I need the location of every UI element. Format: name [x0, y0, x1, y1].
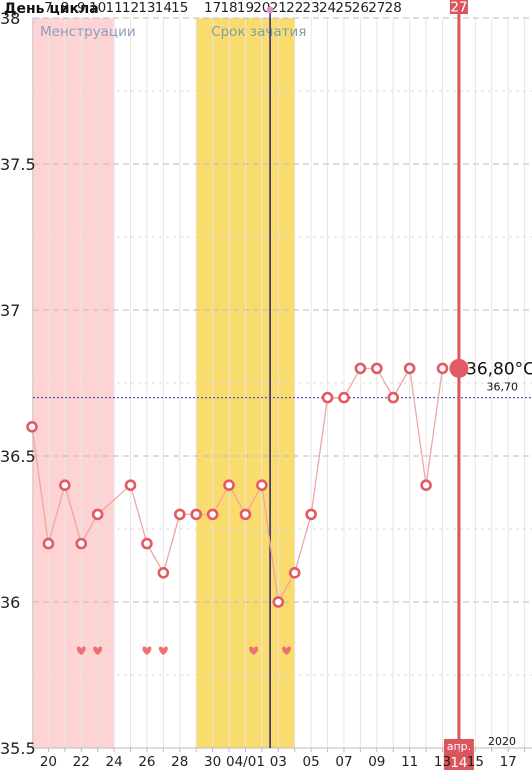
x-tick-label: 26: [138, 754, 155, 770]
temperature-point[interactable]: [403, 362, 416, 375]
x-tick-label: 03: [270, 754, 287, 770]
heart-icon: [282, 646, 291, 655]
x-tick-label: 05: [303, 754, 320, 770]
ovulation-dot: [266, 6, 274, 14]
y-tick-label: 36.5: [0, 447, 36, 466]
today-date-badge: [443, 739, 474, 770]
temperature-point[interactable]: [124, 479, 137, 492]
x-tick-label: 07: [335, 754, 352, 770]
x-tick-label: 28: [171, 754, 188, 770]
coverline-value: 36,70: [487, 381, 519, 394]
y-axis-tick-labels: 35.5 36 36.5 37 37.5 38: [0, 9, 36, 758]
cycle-day-label: 28: [385, 0, 402, 16]
heart-icon: [158, 646, 168, 655]
temperature-point[interactable]: [338, 391, 350, 404]
cycle-day-label: 24: [319, 0, 336, 16]
heart-icon: [76, 646, 86, 655]
cycle-day-label: 7: [44, 0, 53, 16]
menstruation-band: [32, 18, 115, 748]
temperature-point[interactable]: [173, 508, 186, 521]
y-tick-label: 35.5: [0, 739, 36, 758]
temperature-point[interactable]: [305, 508, 317, 521]
temperature-point[interactable]: [354, 362, 367, 375]
x-tick-label: 22: [73, 754, 90, 770]
temperature-point[interactable]: [75, 537, 88, 550]
cycle-day-label: 26: [352, 0, 369, 16]
cycle-day-title: День цикла: [4, 1, 99, 17]
x-tick-label: 30: [204, 754, 221, 770]
temperature-point[interactable]: [272, 596, 285, 608]
cycle-day-label: 15: [171, 0, 188, 16]
x-tick-label: 11: [401, 754, 418, 770]
cycle-day-label: 11: [106, 0, 123, 16]
cycle-day-label: 19: [237, 0, 254, 16]
x-tick-label: 13: [434, 754, 451, 770]
temperature-point[interactable]: [387, 391, 400, 404]
cycle-day-label: 23: [303, 0, 320, 16]
cycle-day-label: 10: [89, 0, 106, 16]
year-label: 2020: [488, 735, 516, 748]
cycle-day-label: 13: [138, 0, 155, 16]
today-date: 14: [450, 755, 467, 770]
y-tick-label: 36: [0, 593, 20, 612]
current-temperature-value: 36,80°C: [466, 359, 532, 379]
cycle-day-label: 25: [335, 0, 352, 16]
cycle-day-label: 9: [77, 0, 86, 16]
temperature-point[interactable]: [190, 508, 202, 521]
cycle-day-label: 20: [253, 0, 270, 16]
temperature-point[interactable]: [436, 362, 449, 375]
x-tick-label: 17: [500, 754, 517, 770]
temperature-point[interactable]: [239, 508, 252, 521]
y-tick-label: 38: [0, 9, 20, 28]
cycle-day-label: 8: [61, 0, 70, 16]
temperature-point[interactable]: [321, 391, 334, 404]
x-tick-label: 15: [467, 754, 484, 770]
cycle-day-header: День цикла 7 8 9 10 11 12 13 14 15 17 18 19 20 21 22 23…: [4, 0, 402, 17]
temperature-point[interactable]: [59, 479, 71, 492]
fertile-window-label: Срок зачатия: [211, 24, 306, 40]
heart-icon: [93, 646, 103, 655]
temperature-point[interactable]: [223, 479, 235, 492]
temperature-point[interactable]: [288, 566, 301, 579]
temperature-point[interactable]: [371, 362, 383, 375]
cycle-day-label: 14: [155, 0, 172, 16]
x-tick-label: 09: [368, 754, 385, 770]
intercourse-markers: [76, 646, 291, 655]
cycle-day-label: 18: [220, 0, 237, 16]
temperature-point[interactable]: [91, 508, 104, 521]
today-cycle-day-badge: [449, 0, 468, 14]
temperature-point[interactable]: [42, 537, 55, 550]
cycle-day-label: 22: [286, 0, 303, 16]
temperature-series: [26, 362, 449, 608]
today-marker[interactable]: 27 апр. 14: [443, 0, 474, 770]
cycle-day-label: 17: [204, 0, 221, 16]
current-temperature-marker[interactable]: [449, 358, 469, 378]
y-tick-label: 37.5: [0, 155, 36, 174]
temperature-point[interactable]: [206, 508, 219, 521]
heart-icon: [249, 646, 259, 655]
temperature-point[interactable]: [26, 420, 38, 433]
cycle-day-label: 12: [122, 0, 139, 16]
today-line: [457, 0, 461, 770]
temperature-point[interactable]: [256, 479, 268, 492]
menstruation-label: Менструации: [40, 24, 136, 40]
cycle-day-label: 27: [368, 0, 385, 16]
x-axis-date-labels: 20 22 24 26 28 30 04/01 03 05 07 09 11 13 15 17: [40, 748, 526, 770]
horizontal-gridlines: [33, 17, 532, 749]
cycle-day-label: 21: [270, 0, 287, 16]
y-tick-label: 37: [0, 301, 20, 320]
today-cycle-day: 27: [450, 0, 467, 16]
today-month: апр.: [447, 740, 471, 753]
x-tick-label: 04/01: [226, 754, 265, 770]
x-tick-label: 20: [40, 754, 57, 770]
x-tick-label: 24: [106, 754, 123, 770]
temperature-point[interactable]: [420, 479, 432, 492]
temperature-point[interactable]: [157, 566, 170, 579]
temperature-point[interactable]: [141, 537, 153, 550]
heart-icon: [142, 646, 152, 655]
